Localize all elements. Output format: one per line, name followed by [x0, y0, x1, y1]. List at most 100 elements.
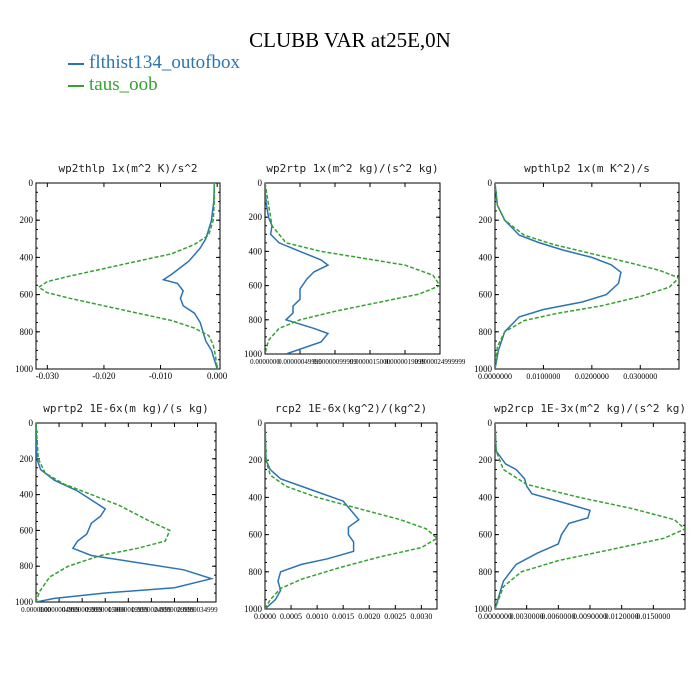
y-tick-label: 200	[20, 454, 34, 464]
x-tick-label: 0.0000004999	[39, 606, 80, 614]
y-tick-label: 800	[249, 315, 263, 325]
panel-title: rcp2 1E-6x(kg^2)/(kg^2)	[275, 402, 427, 415]
y-tick-label: 200	[249, 455, 263, 465]
y-tick-label: 0	[488, 178, 493, 188]
y-tick-label: 600	[249, 281, 263, 291]
panel-title: wprtp2 1E-6x(m kg)/(s kg)	[43, 402, 209, 415]
series-line-2	[36, 423, 171, 602]
x-tick-label: 0.0005	[280, 612, 302, 621]
series-line-2	[265, 183, 440, 354]
x-tick-label: 0.0000000	[478, 372, 512, 381]
y-tick-label: 800	[20, 327, 34, 337]
x-tick-label: 0.0150000	[636, 612, 670, 621]
figure-title: CLUBB VAR at25E,0N	[249, 28, 451, 52]
x-tick-label: 0.0000000	[478, 612, 512, 621]
panel-title: wp2rcp 1E-3x(m^2 kg)/(s^2 kg)	[494, 402, 686, 415]
x-tick-label: 0.0000000	[250, 358, 280, 366]
y-tick-label: 200	[249, 212, 263, 222]
legend: flthist134_outofbox taus_oob	[68, 52, 240, 96]
series-line-2	[265, 423, 437, 609]
x-tick-label: 0.0000034999	[177, 606, 218, 614]
x-tick-label: 0.0030	[410, 612, 432, 621]
legend-item-1: flthist134_outofbox	[68, 52, 240, 74]
plot-frame	[494, 182, 680, 370]
series-line-2	[495, 423, 685, 609]
x-tick-label: 0.0000029999	[154, 606, 195, 614]
y-tick-label: 400	[20, 490, 34, 500]
x-tick-label: 0.0010	[306, 612, 328, 621]
y-tick-label: 800	[249, 567, 263, 577]
series-line-1	[265, 183, 330, 354]
x-tick-label: 0.0060000	[541, 612, 575, 621]
series-line-2	[37, 183, 218, 369]
x-tick-label: 0.0090000	[573, 612, 607, 621]
chart-panel-1: wp2thlp 1x(m^2 K)/s^202004006008001000-0…	[15, 162, 228, 381]
x-tick-label: 0.0030000	[510, 612, 544, 621]
series-line-1	[36, 423, 215, 602]
y-tick-label: 0	[258, 178, 263, 188]
series-line-1	[265, 423, 360, 609]
x-tick-label: 0.0120000	[605, 612, 639, 621]
legend-swatch-1	[68, 62, 84, 65]
x-tick-label: 0.0000009999	[62, 606, 103, 614]
y-tick-label: 600	[479, 290, 493, 300]
plot-frame	[35, 182, 221, 370]
legend-label-1: flthist134_outofbox	[89, 52, 240, 73]
y-tick-label: 400	[479, 252, 493, 262]
y-tick-label: 800	[479, 567, 493, 577]
chart-panel-2: wp2rtp 1x(m^2 kg)/(s^2 kg)0 200 400 600 800 1…	[244, 162, 466, 366]
y-tick-label: 0	[29, 418, 34, 428]
series-line-1	[495, 183, 622, 369]
x-tick-label: 0.0100000	[526, 372, 560, 381]
y-tick-label: 600	[479, 530, 493, 540]
plot-frame	[264, 422, 438, 610]
x-tick-label: -0.030	[36, 371, 60, 381]
y-tick-label: 0	[258, 418, 263, 428]
plot-frame	[494, 422, 686, 610]
panel-title: wp2rtp 1x(m^2 kg)/(s^2 kg)	[266, 162, 438, 175]
legend-swatch-2	[68, 84, 84, 87]
y-tick-label: 800	[479, 327, 493, 337]
y-tick-label: 800	[20, 561, 34, 571]
x-tick-label: -0.010	[149, 371, 173, 381]
chart-panel-6: wp2rcp 1E-3x(m^2 kg)/(s^2 kg)0 200 400 600 8…	[474, 402, 686, 621]
y-tick-label: 400	[20, 252, 34, 262]
y-tick-label: 600	[20, 290, 34, 300]
x-tick-label: 0.0000000	[21, 606, 51, 614]
y-tick-label: 1000	[474, 604, 493, 614]
panel-title: wpthlp2 1x(m K^2)/s	[524, 162, 650, 175]
x-tick-label: 0.0015	[332, 612, 354, 621]
x-tick-label: 0.0000024999	[131, 606, 172, 614]
x-tick-label: 0.0000	[254, 612, 276, 621]
x-tick-label: 0.0200000	[575, 372, 609, 381]
legend-item-2: taus_oob	[68, 74, 240, 96]
y-tick-label: 200	[20, 215, 34, 225]
x-tick-label: 0.0000015000	[350, 358, 391, 366]
x-tick-label: 0.00000049999	[278, 358, 322, 366]
y-tick-label: 400	[249, 246, 263, 256]
chart-panel-5: rcp2 1E-6x(kg^2)/(kg^2) 0 200 400 600 800 1000…	[244, 402, 438, 621]
y-tick-label: 200	[479, 455, 493, 465]
panel-title: wp2thlp 1x(m^2 K)/s^2	[58, 162, 197, 175]
x-tick-label: 0.0020	[358, 612, 380, 621]
y-tick-label: 1000	[15, 597, 34, 607]
x-tick-label: 0.0000015000	[85, 606, 126, 614]
x-tick-label: 0.000	[207, 371, 228, 381]
x-tick-label: -0.020	[92, 371, 116, 381]
y-tick-label: 600	[20, 525, 34, 535]
plot-frame	[35, 422, 217, 603]
x-tick-label: 0.0000019999	[108, 606, 149, 614]
y-tick-label: 400	[249, 492, 263, 502]
legend-label-2: taus_oob	[89, 74, 158, 95]
y-tick-label: 1000	[15, 364, 34, 374]
chart-panel-4: wprtp2 1E-6x(m kg)/(s kg) 0 200 400 600 800 10…	[15, 402, 218, 614]
chart-panel-3: wpthlp2 1x(m K^2)/s 0 200 400 600 800 10000.00…	[474, 162, 680, 381]
series-line-1	[495, 423, 591, 609]
y-tick-label: 200	[479, 215, 493, 225]
x-tick-label: 0.0000024999999	[415, 358, 466, 366]
series-line-1	[161, 183, 218, 369]
y-tick-label: 0	[488, 418, 493, 428]
y-tick-label: 400	[479, 492, 493, 502]
x-tick-label: 0.0300000	[623, 372, 657, 381]
